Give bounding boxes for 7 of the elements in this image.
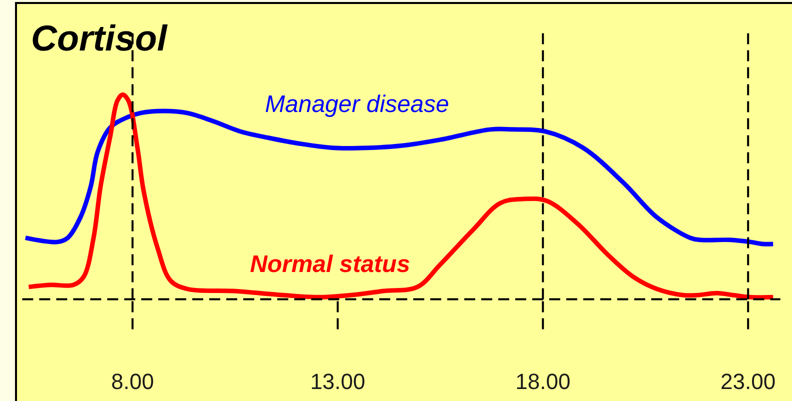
x-tick-label: 18.00 xyxy=(515,369,570,394)
x-tick-label: 13.00 xyxy=(310,369,366,394)
chart-title: Cortisol xyxy=(31,18,168,59)
series-label: Normal status xyxy=(250,251,410,278)
x-tick-label: 8.00 xyxy=(111,369,154,394)
x-tick-label: 23.00 xyxy=(720,369,776,394)
series-label: Manager disease xyxy=(265,91,450,118)
